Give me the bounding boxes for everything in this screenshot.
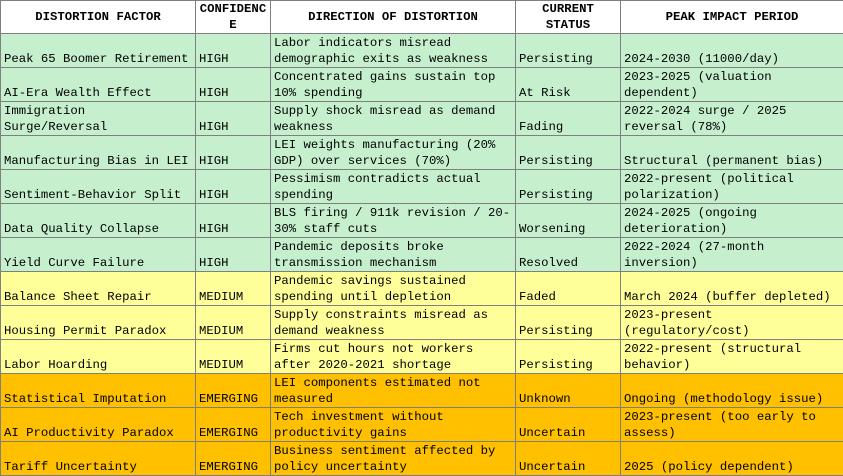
table-cell: 2024-2030 (11000/day) <box>621 34 843 68</box>
table-cell: EMERGING <box>196 408 271 442</box>
table-cell: Immigration Surge/Reversal <box>1 102 196 136</box>
table-cell: Firms cut hours not workers after 2020-2… <box>271 340 516 374</box>
table-cell: At Risk <box>516 68 621 102</box>
table-cell: HIGH <box>196 238 271 272</box>
table-cell: HIGH <box>196 34 271 68</box>
table-cell: Persisting <box>516 136 621 170</box>
table-cell: EMERGING <box>196 442 271 476</box>
table-cell: MEDIUM <box>196 306 271 340</box>
table-cell: Statistical Imputation <box>1 374 196 408</box>
header-cell: CONFIDENCE <box>196 1 271 34</box>
table-cell: Data Quality Collapse <box>1 204 196 238</box>
table-cell: 2022-present (political polarization) <box>621 170 843 204</box>
table-cell: Worsening <box>516 204 621 238</box>
table-cell: Fading <box>516 102 621 136</box>
table-cell: Persisting <box>516 306 621 340</box>
header-cell: DISTORTION FACTOR <box>1 1 196 34</box>
table-cell: Persisting <box>516 170 621 204</box>
table-cell: Persisting <box>516 34 621 68</box>
table-cell: Resolved <box>516 238 621 272</box>
table-cell: 2023-present (regulatory/cost) <box>621 306 843 340</box>
table-cell: 2024-2025 (ongoing deterioration) <box>621 204 843 238</box>
table-cell: Sentiment-Behavior Split <box>1 170 196 204</box>
table-cell: Ongoing (methodology issue) <box>621 374 843 408</box>
table-cell: LEI components estimated not measured <box>271 374 516 408</box>
table-cell: Manufacturing Bias in LEI <box>1 136 196 170</box>
table-cell: HIGH <box>196 170 271 204</box>
header-cell: DIRECTION OF DISTORTION <box>271 1 516 34</box>
table-cell: HIGH <box>196 136 271 170</box>
table-cell: 2022-2024 (27-month inversion) <box>621 238 843 272</box>
table-cell: EMERGING <box>196 374 271 408</box>
table-cell: 2022-2024 surge / 2025 reversal (78%) <box>621 102 843 136</box>
table-cell: AI Productivity Paradox <box>1 408 196 442</box>
table-cell: March 2024 (buffer depleted) <box>621 272 843 306</box>
table-cell: Business sentiment affected by policy un… <box>271 442 516 476</box>
table-cell: HIGH <box>196 68 271 102</box>
table-cell: Supply shock misread as demand weakness <box>271 102 516 136</box>
table-cell: Yield Curve Failure <box>1 238 196 272</box>
table-cell: Pandemic deposits broke transmission mec… <box>271 238 516 272</box>
table-cell: Structural (permanent bias) <box>621 136 843 170</box>
table-cell: 2022-present (structural behavior) <box>621 340 843 374</box>
table-cell: BLS firing / 911k revision / 20-30% staf… <box>271 204 516 238</box>
table-cell: 2023-present (too early to assess) <box>621 408 843 442</box>
table-cell: Uncertain <box>516 408 621 442</box>
table-cell: Peak 65 Boomer Retirement <box>1 34 196 68</box>
table-cell: Faded <box>516 272 621 306</box>
table-cell: AI-Era Wealth Effect <box>1 68 196 102</box>
table-cell: Housing Permit Paradox <box>1 306 196 340</box>
table-cell: Unknown <box>516 374 621 408</box>
table-cell: Concentrated gains sustain top 10% spend… <box>271 68 516 102</box>
table-cell: 2023-2025 (valuation dependent) <box>621 68 843 102</box>
table-cell: HIGH <box>196 102 271 136</box>
table-cell: 2025 (policy dependent) <box>621 442 843 476</box>
table-cell: MEDIUM <box>196 340 271 374</box>
table-cell: Uncertain <box>516 442 621 476</box>
table-cell: Tariff Uncertainty <box>1 442 196 476</box>
header-cell: CURRENT STATUS <box>516 1 621 34</box>
table-cell: Balance Sheet Repair <box>1 272 196 306</box>
table-cell: Labor indicators misread demographic exi… <box>271 34 516 68</box>
table-cell: Tech investment without productivity gai… <box>271 408 516 442</box>
header-cell: PEAK IMPACT PERIOD <box>621 1 843 34</box>
table-cell: Labor Hoarding <box>1 340 196 374</box>
table-cell: Persisting <box>516 340 621 374</box>
table-cell: MEDIUM <box>196 272 271 306</box>
table-cell: LEI weights manufacturing (20% GDP) over… <box>271 136 516 170</box>
table-cell: Pandemic savings sustained spending unti… <box>271 272 516 306</box>
table-cell: HIGH <box>196 204 271 238</box>
table-cell: Supply constraints misread as demand wea… <box>271 306 516 340</box>
table-cell: Pessimism contradicts actual spending <box>271 170 516 204</box>
